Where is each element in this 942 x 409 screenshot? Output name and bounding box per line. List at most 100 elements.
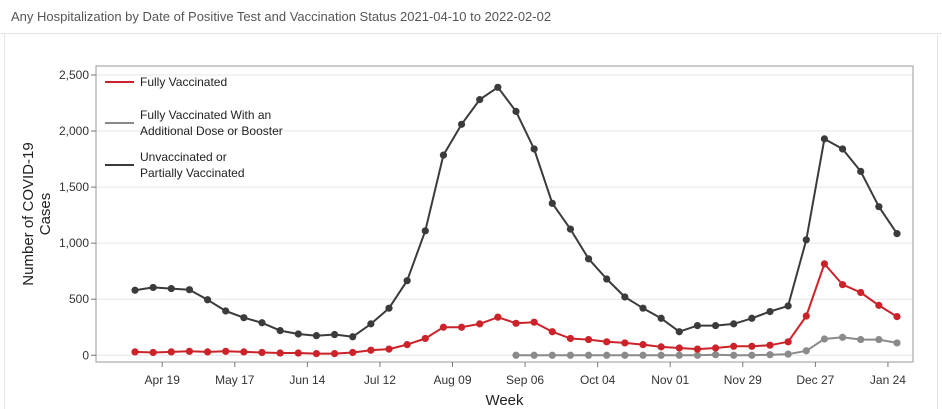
y-axis-title: Number of COVID-19 Cases xyxy=(20,142,54,285)
data-point xyxy=(457,323,466,331)
legend-label: Additional Dose or Booster xyxy=(140,124,283,138)
y-tick-label: 2,000 xyxy=(59,124,89,138)
data-point xyxy=(222,307,230,315)
data-point xyxy=(802,347,810,355)
data-point xyxy=(711,344,720,352)
data-point xyxy=(730,342,738,350)
data-point xyxy=(530,318,538,326)
data-point xyxy=(385,304,393,312)
data-point xyxy=(167,284,175,293)
series-group xyxy=(131,260,901,358)
data-point xyxy=(530,145,538,153)
data-point xyxy=(566,334,575,343)
data-point xyxy=(548,328,556,336)
data-point xyxy=(711,351,720,359)
x-tick-label: Apr 19 xyxy=(145,373,181,387)
data-point xyxy=(621,293,629,301)
data-point xyxy=(639,341,647,349)
data-point xyxy=(603,275,611,283)
data-point xyxy=(530,351,538,359)
data-point xyxy=(312,332,321,340)
data-point xyxy=(439,323,448,331)
data-point xyxy=(584,351,593,359)
y-axis-title-line: Cases xyxy=(37,193,54,236)
data-point xyxy=(566,351,575,359)
data-point xyxy=(657,351,665,359)
data-point xyxy=(766,351,774,359)
data-point xyxy=(820,335,829,343)
data-point xyxy=(421,334,429,343)
data-point xyxy=(584,335,593,344)
x-tick-label: Jan 24 xyxy=(870,373,906,387)
data-point xyxy=(748,314,756,322)
data-point xyxy=(203,348,212,356)
data-point xyxy=(457,120,466,128)
data-point xyxy=(131,348,139,356)
x-axis-ticks: Apr 19 May 17 Jun 14 Jul 12 Aug 09 Sep 06 Oct … xyxy=(145,362,906,387)
legend-label: Fully Vaccinated xyxy=(140,75,227,89)
data-point xyxy=(584,255,593,263)
data-point xyxy=(512,351,520,359)
panel-border xyxy=(4,34,938,409)
data-point xyxy=(857,288,865,297)
legend: Fully Vaccinated Fully Vaccinated With an… xyxy=(105,75,283,180)
legend-label: Partially Vaccinated xyxy=(140,166,245,180)
data-point xyxy=(857,335,865,344)
data-point xyxy=(349,333,357,341)
y-tick-label: 1,000 xyxy=(59,236,89,250)
legend-label: Unvaccinated or xyxy=(140,150,227,164)
data-point xyxy=(512,107,520,116)
x-tick-label: Sep 06 xyxy=(506,373,544,387)
data-point xyxy=(240,348,248,356)
data-point xyxy=(330,349,339,358)
data-point xyxy=(439,151,448,159)
data-point xyxy=(548,351,556,359)
data-point xyxy=(639,304,647,312)
x-tick-label: Jul 12 xyxy=(364,373,396,387)
x-tick-label: May 17 xyxy=(215,373,255,387)
data-point xyxy=(875,203,883,211)
data-point xyxy=(657,314,665,322)
data-point xyxy=(330,330,339,339)
data-point xyxy=(258,319,266,327)
y-axis-ticks: 0 500 1,000 1,500 2,000 2,500 xyxy=(59,68,96,362)
data-point xyxy=(675,344,683,352)
x-tick-label: Aug 09 xyxy=(433,373,471,387)
data-point xyxy=(802,236,810,244)
data-point xyxy=(802,312,810,320)
data-point xyxy=(657,343,665,351)
series-layer xyxy=(131,83,901,359)
data-point xyxy=(367,320,375,328)
data-point xyxy=(312,349,321,358)
x-tick-label: Nov 01 xyxy=(651,373,689,387)
data-point xyxy=(494,83,502,91)
legend-label: Fully Vaccinated With an xyxy=(140,108,271,122)
data-point xyxy=(838,145,847,153)
data-point xyxy=(893,339,901,347)
data-point xyxy=(893,312,901,321)
data-point xyxy=(784,302,792,310)
series-group xyxy=(512,333,901,359)
data-point xyxy=(820,135,829,143)
data-point xyxy=(203,296,212,304)
data-point xyxy=(548,199,556,207)
data-point xyxy=(893,230,901,238)
data-point xyxy=(693,345,702,353)
y-tick-label: 500 xyxy=(69,292,89,306)
y-tick-label: 2,500 xyxy=(59,68,89,82)
data-point xyxy=(258,348,266,357)
data-point xyxy=(784,350,792,358)
data-point xyxy=(621,339,629,347)
x-tick-label: Nov 29 xyxy=(724,373,762,387)
data-point xyxy=(276,349,284,357)
data-point xyxy=(367,346,375,354)
data-point xyxy=(748,351,756,359)
panel-header: Any Hospitalization by Date of Positive … xyxy=(0,0,942,34)
data-point xyxy=(621,351,629,359)
data-point xyxy=(421,227,429,235)
data-point xyxy=(566,225,575,233)
data-point xyxy=(476,96,484,104)
data-point xyxy=(349,348,357,357)
data-point xyxy=(730,351,738,359)
